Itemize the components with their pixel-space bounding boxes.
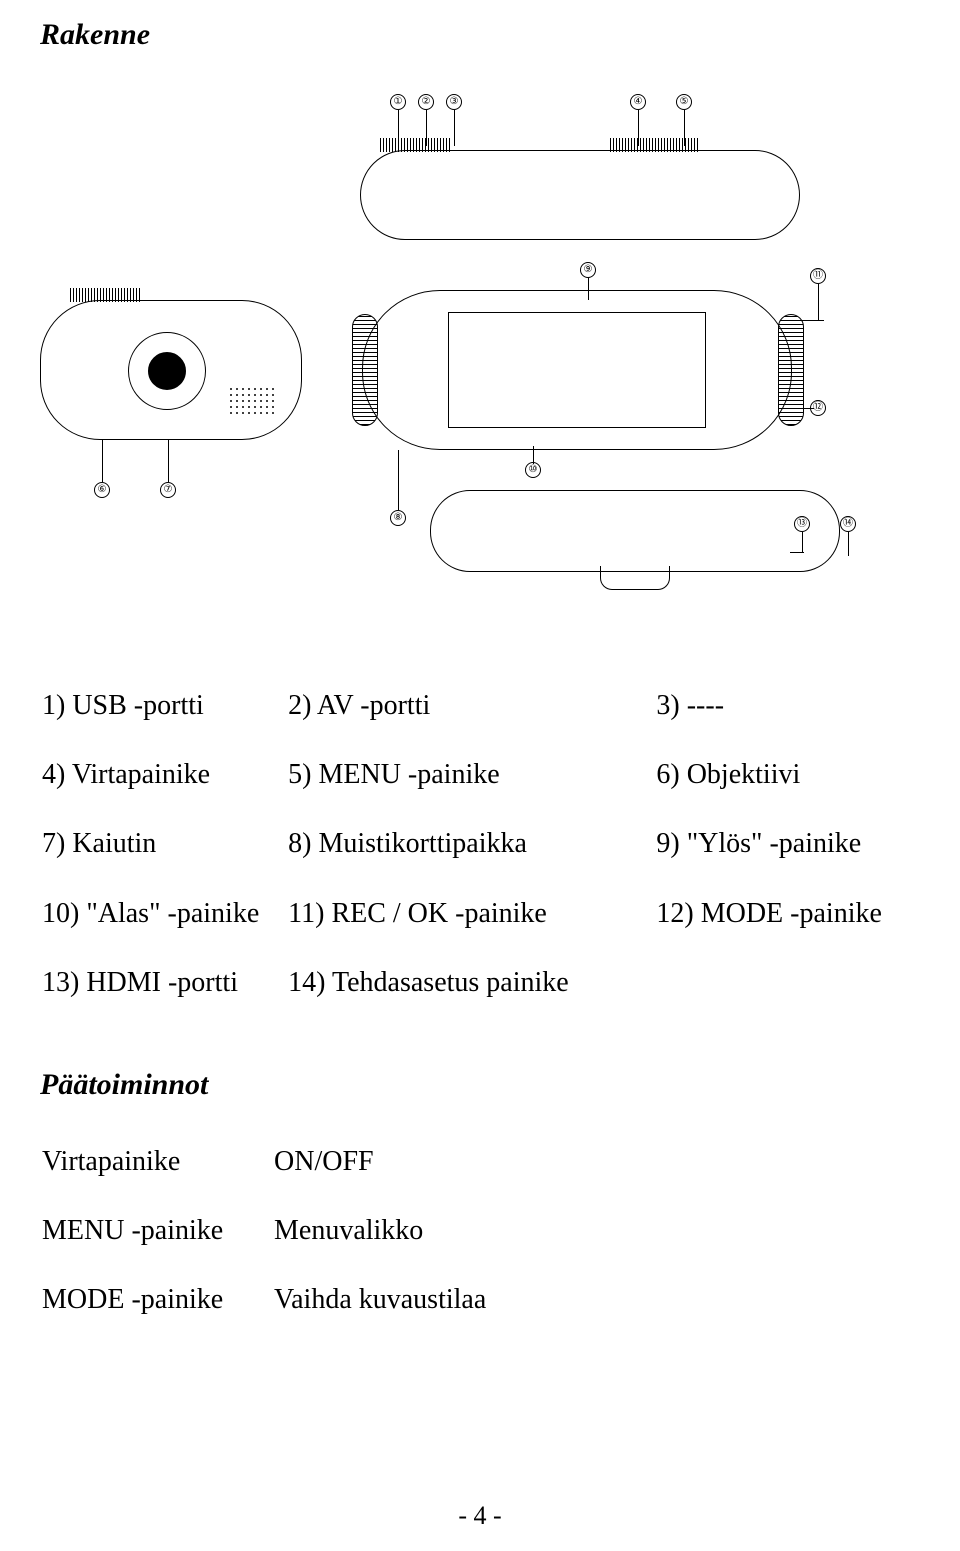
table-row: 13) HDMI -portti 14) Tehdasasetus painik… bbox=[42, 949, 918, 1016]
page-number: - 4 - bbox=[0, 1501, 960, 1531]
structure-diagram: ① ② ③ ④ ⑤ ⑥ ⑦ ⑨ ⑪ ⑫ ⑩ ⑧ ⑬ ⑭ bbox=[40, 90, 920, 610]
function-desc: ON/OFF bbox=[274, 1128, 486, 1195]
callout-3: ③ bbox=[446, 94, 462, 110]
function-name: MENU -painike bbox=[42, 1197, 272, 1264]
table-row: 4) Virtapainike 5) MENU -painike 6) Obje… bbox=[42, 741, 918, 808]
diagram-wheel-right bbox=[778, 314, 804, 426]
diagram-ridge bbox=[610, 138, 700, 152]
part-cell: 11) REC / OK -painike bbox=[288, 880, 654, 947]
function-desc: Menuvalikko bbox=[274, 1197, 486, 1264]
callout-13: ⑬ bbox=[794, 516, 810, 532]
callout-4: ④ bbox=[630, 94, 646, 110]
diagram-wheel-left bbox=[352, 314, 378, 426]
table-row: 7) Kaiutin 8) Muistikorttipaikka 9) "Ylö… bbox=[42, 810, 918, 877]
diagram-screen bbox=[448, 312, 706, 428]
part-cell: 6) Objektiivi bbox=[656, 741, 918, 808]
diagram-lens-inner bbox=[148, 352, 186, 390]
part-cell: 1) USB -portti bbox=[42, 672, 286, 739]
callout-5: ⑤ bbox=[676, 94, 692, 110]
part-cell: 8) Muistikorttipaikka bbox=[288, 810, 654, 877]
part-cell: 7) Kaiutin bbox=[42, 810, 286, 877]
function-desc: Vaihda kuvaustilaa bbox=[274, 1266, 486, 1333]
callout-10: ⑩ bbox=[525, 462, 541, 478]
callout-2: ② bbox=[418, 94, 434, 110]
functions-heading: Päätoiminnot bbox=[40, 1068, 920, 1102]
part-cell: 10) "Alas" -painike bbox=[42, 880, 286, 947]
callout-11: ⑪ bbox=[810, 268, 826, 284]
diagram-speaker-grid bbox=[228, 386, 274, 414]
table-row: MENU -painike Menuvalikko bbox=[42, 1197, 486, 1264]
diagram-bottom-view bbox=[430, 490, 840, 572]
callout-14: ⑭ bbox=[840, 516, 856, 532]
functions-table: Virtapainike ON/OFF MENU -painike Menuva… bbox=[40, 1126, 488, 1336]
table-row: 1) USB -portti 2) AV -portti 3) ---- bbox=[42, 672, 918, 739]
part-cell: 12) MODE -painike bbox=[656, 880, 918, 947]
callout-9: ⑨ bbox=[580, 262, 596, 278]
part-cell: 2) AV -portti bbox=[288, 672, 654, 739]
callout-7: ⑦ bbox=[160, 482, 176, 498]
diagram-ridge bbox=[70, 288, 140, 302]
callout-1: ① bbox=[390, 94, 406, 110]
diagram-ridge bbox=[380, 138, 450, 152]
callout-8: ⑧ bbox=[390, 510, 406, 526]
table-row: Virtapainike ON/OFF bbox=[42, 1128, 486, 1195]
part-cell: 5) MENU -painike bbox=[288, 741, 654, 808]
function-name: MODE -painike bbox=[42, 1266, 272, 1333]
table-row: MODE -painike Vaihda kuvaustilaa bbox=[42, 1266, 486, 1333]
part-cell: 9) "Ylös" -painike bbox=[656, 810, 918, 877]
part-cell: 4) Virtapainike bbox=[42, 741, 286, 808]
function-name: Virtapainike bbox=[42, 1128, 272, 1195]
part-cell: 14) Tehdasasetus painike bbox=[288, 949, 918, 1016]
parts-list-table: 1) USB -portti 2) AV -portti 3) ---- 4) … bbox=[40, 670, 920, 1018]
part-cell: 3) ---- bbox=[656, 672, 918, 739]
diagram-top-view bbox=[360, 150, 800, 240]
diagram-mount bbox=[600, 566, 670, 590]
part-cell: 13) HDMI -portti bbox=[42, 949, 286, 1016]
page-title: Rakenne bbox=[40, 18, 920, 52]
table-row: 10) "Alas" -painike 11) REC / OK -painik… bbox=[42, 880, 918, 947]
callout-6: ⑥ bbox=[94, 482, 110, 498]
